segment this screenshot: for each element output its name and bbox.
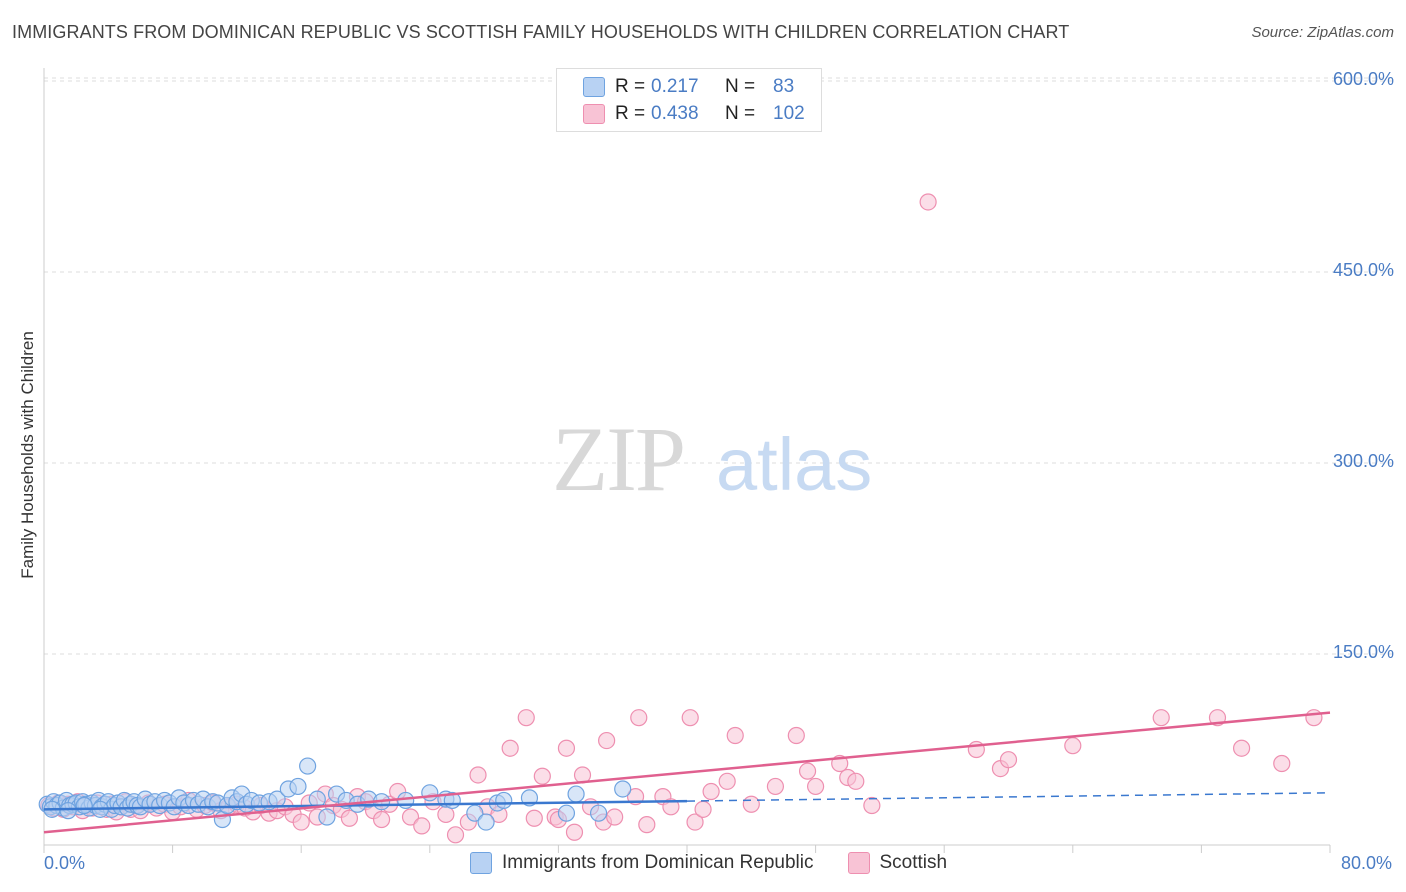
dominican-point	[397, 791, 415, 810]
scottish-point	[662, 798, 680, 816]
legend-r-label: R =	[615, 76, 646, 97]
scottish-point	[919, 193, 937, 211]
legend-n-value: 83	[773, 76, 795, 97]
dominican-point	[289, 777, 307, 796]
legend-r-value: 0.438	[651, 103, 699, 124]
scottish-point	[630, 709, 648, 727]
source-label: Source: ZipAtlas.com	[1251, 24, 1394, 41]
dominican-trend-line-extension	[686, 792, 1331, 802]
watermark: ZIP atlas	[552, 408, 872, 510]
dominican-point	[466, 804, 484, 822]
scottish-point	[999, 751, 1018, 769]
scottish-point	[742, 795, 760, 813]
scottish-point	[726, 726, 744, 745]
scottish-point	[702, 782, 720, 801]
scottish-point	[718, 772, 736, 790]
dominican-point	[614, 780, 632, 798]
legend-row-dominican: R = 0.217 N = 83	[583, 75, 794, 99]
scottish-trend-line	[43, 711, 1331, 834]
scottish-point	[863, 796, 881, 815]
scottish-point	[372, 810, 391, 829]
legend-swatch-pink	[583, 104, 605, 124]
bottom-legend-swatch-blue	[470, 852, 492, 874]
scottish-point	[525, 809, 543, 827]
bottom-legend-label: Immigrants from Dominican Republic	[502, 852, 814, 873]
dominican-point	[495, 791, 513, 810]
scottish-point	[638, 816, 656, 834]
scottish-point	[606, 808, 624, 826]
x-tick-min: 0.0%	[44, 853, 86, 873]
scottish-point	[681, 709, 699, 727]
scottish-point	[401, 808, 420, 826]
scottish-point	[501, 739, 519, 757]
legend-n-label: N =	[725, 76, 756, 97]
legend-n-value: 102	[773, 103, 805, 124]
legend-row-scottish: R = 0.438 N = 102	[583, 102, 805, 126]
legend-n-label: N =	[725, 103, 756, 124]
scottish-point	[1273, 754, 1291, 773]
scottish-point	[806, 777, 825, 796]
scottish-point	[686, 813, 704, 831]
trend-lines	[43, 711, 1331, 834]
legend-r-value: 0.217	[651, 76, 699, 97]
bottom-legend-swatch-pink	[847, 852, 870, 874]
y-tick-label: 300.0%	[1332, 451, 1394, 471]
scottish-point	[766, 777, 785, 796]
dominican-point	[477, 813, 495, 831]
legend-swatch-blue	[583, 77, 605, 97]
dominican-point	[318, 808, 336, 826]
bottom-legend-label: Scottish	[879, 852, 948, 873]
gridlines	[44, 77, 1392, 655]
scottish-point	[1232, 739, 1251, 757]
dominican-point	[567, 785, 585, 803]
scottish-point	[517, 709, 535, 727]
watermark-zip: ZIP	[552, 408, 684, 510]
scottish-point	[340, 809, 359, 827]
scottish-point	[469, 766, 487, 784]
y-tick-label: 600.0%	[1332, 69, 1394, 89]
scottish-point	[565, 823, 584, 841]
scottish-point	[413, 817, 431, 835]
scottish-point	[292, 813, 310, 831]
scottish-points	[40, 193, 1323, 844]
scottish-point	[1305, 709, 1323, 727]
y-tick-label: 450.0%	[1332, 260, 1394, 280]
scottish-point	[557, 739, 576, 757]
dominican-point	[75, 796, 93, 815]
dominican-point	[59, 802, 77, 820]
scottish-point	[1152, 709, 1170, 727]
dominican-point	[421, 784, 439, 802]
legend-r-label: R =	[615, 103, 646, 124]
scottish-point	[446, 826, 465, 844]
legend-box: R = 0.217 N = 83 R = 0.438 N = 102	[556, 68, 822, 132]
bottom-legend-dominican: Immigrants from Dominican Republic	[470, 852, 814, 874]
chart-title: IMMIGRANTS FROM DOMINICAN REPUBLIC VS SC…	[12, 22, 1070, 42]
dominican-point	[557, 804, 576, 822]
watermark-atlas: atlas	[716, 423, 872, 506]
scottish-point	[533, 767, 551, 785]
scottish-point	[787, 726, 805, 745]
scottish-point	[1064, 737, 1082, 755]
bottom-legend-scottish: Scottish	[847, 852, 948, 874]
dominican-point	[299, 757, 317, 775]
scottish-point	[847, 772, 865, 790]
dominican-trend-line	[43, 799, 688, 811]
dominican-point	[589, 804, 608, 822]
scottish-point	[694, 800, 712, 818]
y-tick-label: 150.0%	[1332, 642, 1394, 662]
axes	[43, 68, 1331, 853]
bottom-legend: Immigrants from Dominican Republic Scott…	[470, 852, 981, 874]
x-tick-max: 80.0%	[1340, 853, 1392, 873]
scottish-point	[798, 762, 817, 780]
scottish-point	[598, 731, 616, 750]
